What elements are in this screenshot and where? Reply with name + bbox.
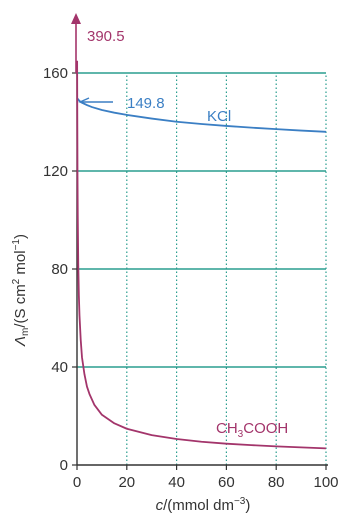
axes: 0 40 80 120 160 0 20 40 60 80 100	[43, 65, 339, 491]
y-tick-label-80: 80	[51, 261, 68, 278]
x-tick-label-40: 40	[168, 474, 185, 491]
x-tick-label-0: 0	[73, 474, 81, 491]
annotation-149-8: 149.8	[127, 95, 165, 112]
x-tick-label-60: 60	[218, 474, 235, 491]
y-tick-label-120: 120	[43, 163, 68, 180]
grid	[77, 72, 327, 465]
series-line-ch3cooh	[76, 60, 327, 450]
y-tick-label-0: 0	[60, 457, 68, 474]
x-axis-title: c/(mmol dm−3)	[156, 496, 251, 514]
x-tick-label-20: 20	[118, 474, 135, 491]
annotations: 390.5 149.8	[71, 13, 165, 112]
y-tick-label-160: 160	[43, 65, 68, 82]
series-label-kcl: KCl	[207, 108, 231, 125]
y-axis-title: Λm/(S cm2 mol−1)	[11, 234, 31, 347]
series-label-ch3cooh: CH3COOH	[216, 420, 288, 440]
series-layer	[76, 60, 327, 450]
annotation-390-5: 390.5	[87, 28, 125, 45]
series-line-kcl	[76, 97, 327, 133]
x-tick-label-80: 80	[268, 474, 285, 491]
x-tick-label-100: 100	[313, 474, 338, 491]
y-tick-label-40: 40	[51, 359, 68, 376]
offscale-arrow-head-icon	[71, 13, 81, 24]
limit-arrow-head-icon	[78, 97, 90, 107]
